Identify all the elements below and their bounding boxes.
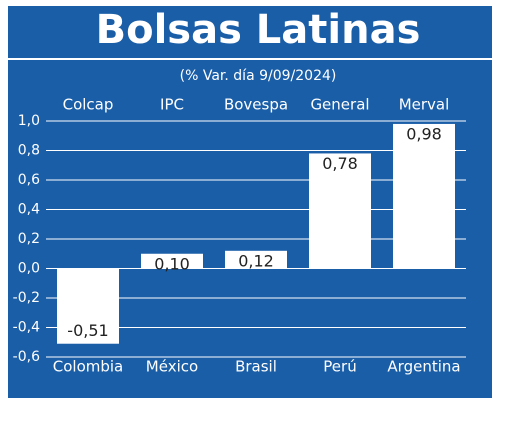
x-tick-label: Brasil — [235, 358, 277, 376]
bar — [141, 253, 203, 269]
index-name: IPC — [160, 96, 184, 114]
x-tick-label: Argentina — [387, 358, 460, 376]
x-tick-label: México — [146, 358, 198, 376]
value-label: 0,98 — [406, 124, 442, 143]
value-label: 0,10 — [154, 254, 190, 273]
x-tick-label: Colombia — [53, 358, 124, 376]
y-tick-label: 0,0 — [18, 261, 40, 277]
x-tick-label: Perú — [323, 358, 356, 376]
y-tick-label: 1,0 — [18, 113, 40, 129]
chart-subtitle: (% Var. día 9/09/2024) — [180, 68, 337, 84]
y-tick-label: 0,2 — [18, 231, 40, 247]
chart-title: Bolsas Latinas — [96, 7, 421, 53]
index-name: General — [310, 96, 369, 114]
index-name: Colcap — [63, 96, 114, 114]
bar — [309, 153, 371, 269]
value-label: 0,12 — [238, 251, 274, 270]
index-name: Merval — [399, 96, 450, 114]
y-tick-label: -0,2 — [13, 290, 40, 306]
bar — [393, 123, 455, 269]
y-tick-label: 0,6 — [18, 172, 40, 188]
index-name: Bovespa — [224, 96, 288, 114]
y-tick-label: -0,6 — [13, 349, 40, 365]
y-tick-label: 0,8 — [18, 143, 40, 159]
value-label: 0,78 — [322, 154, 358, 173]
y-tick-label: 0,4 — [18, 202, 40, 218]
bar — [225, 250, 287, 269]
bar — [57, 268, 119, 344]
value-label: -0,51 — [67, 321, 108, 340]
y-tick-label: -0,4 — [13, 320, 40, 336]
